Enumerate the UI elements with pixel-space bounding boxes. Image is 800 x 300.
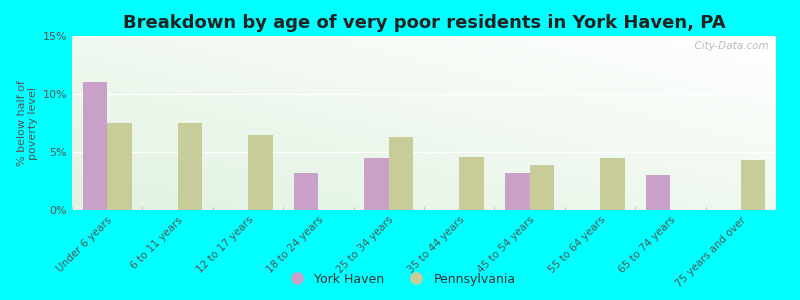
Text: City-Data.com: City-Data.com <box>688 41 769 51</box>
Bar <box>294 173 318 210</box>
Y-axis label: % below half of
poverty level: % below half of poverty level <box>17 80 38 166</box>
Bar <box>248 135 273 210</box>
Bar <box>389 137 414 210</box>
Bar <box>459 157 484 210</box>
Bar <box>178 123 202 210</box>
Bar <box>530 165 554 210</box>
Bar <box>741 160 766 210</box>
Bar <box>364 158 389 210</box>
Bar <box>82 82 107 210</box>
Bar <box>646 175 670 210</box>
Bar <box>107 123 132 210</box>
Legend: York Haven, Pennsylvania: York Haven, Pennsylvania <box>279 268 521 291</box>
Bar <box>505 173 530 210</box>
Bar <box>600 158 625 210</box>
Title: Breakdown by age of very poor residents in York Haven, PA: Breakdown by age of very poor residents … <box>122 14 726 32</box>
